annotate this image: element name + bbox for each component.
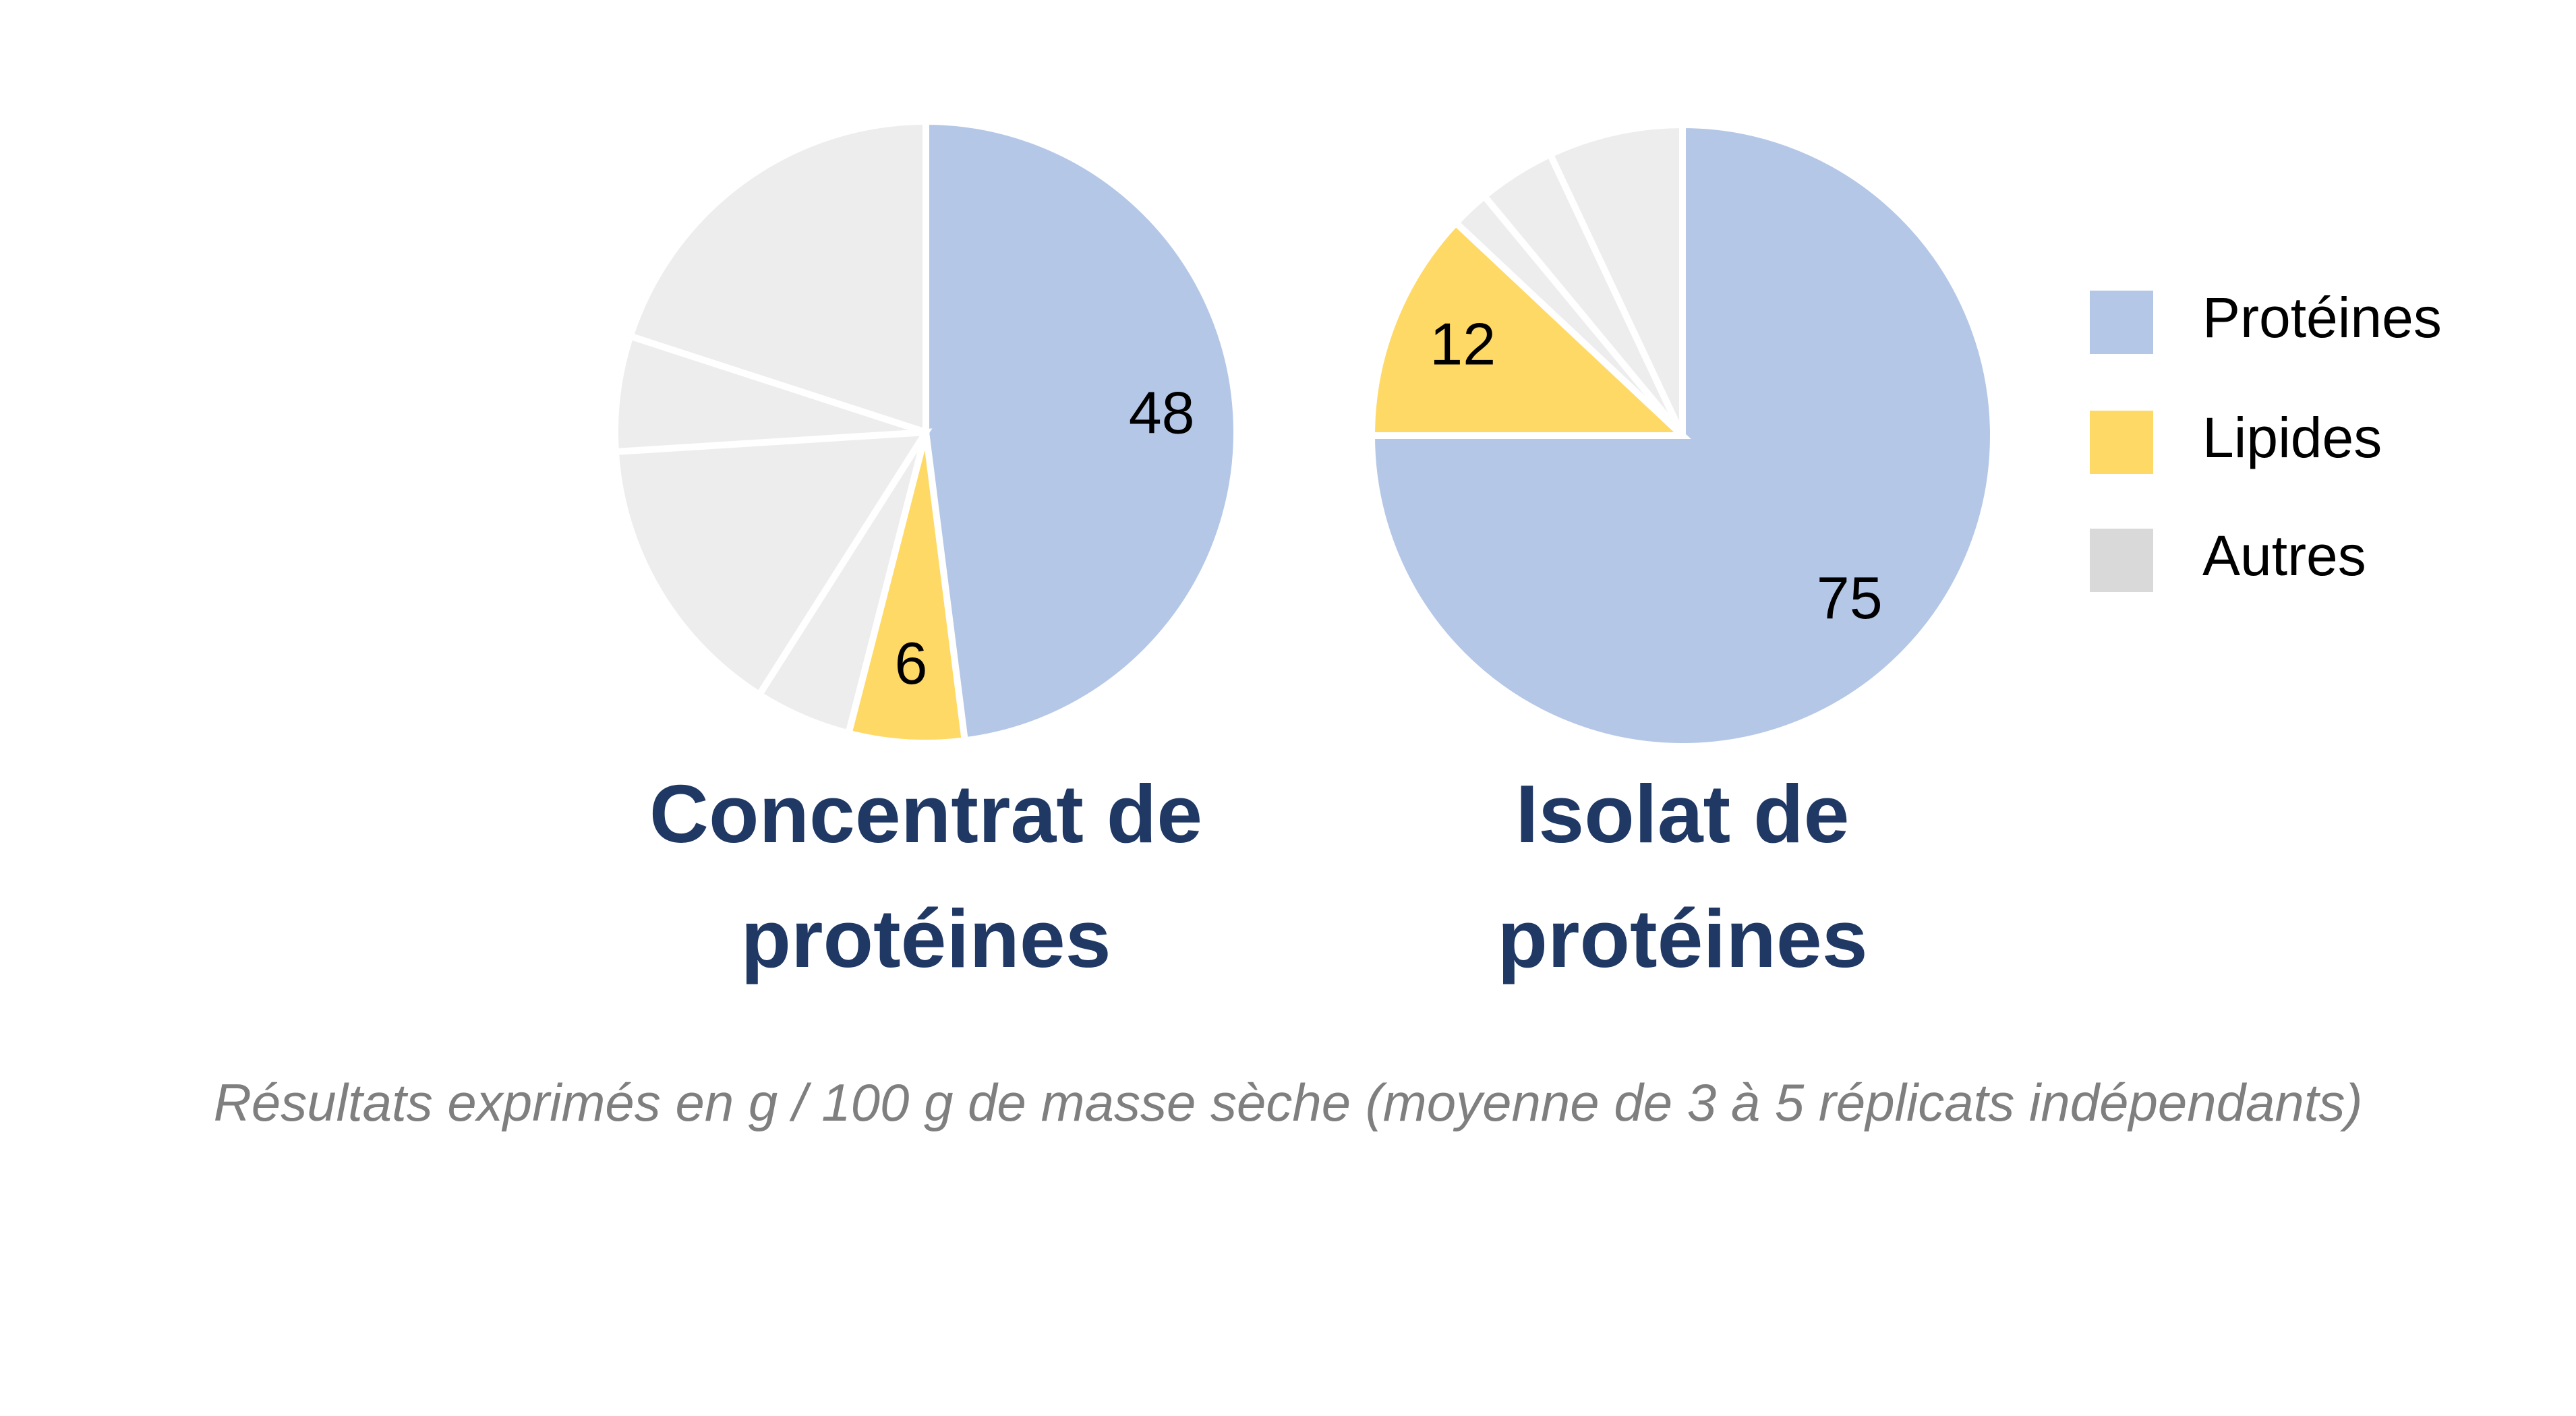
pie-slice bbox=[1368, 218, 1691, 439]
legend-label: Lipides bbox=[2202, 406, 2382, 469]
data-label: 6 bbox=[895, 630, 928, 697]
data-label: 12 bbox=[1430, 310, 1496, 377]
pie-slice bbox=[1368, 121, 1997, 750]
legend-label: Autres bbox=[2202, 524, 2366, 587]
data-label: 75 bbox=[1817, 564, 1883, 631]
pie-title: Isolat de protéines bbox=[1497, 768, 1868, 984]
pie-slice bbox=[612, 428, 933, 700]
legend-label: Protéines bbox=[2202, 286, 2442, 349]
pie-slice bbox=[844, 431, 969, 746]
pie-slice bbox=[612, 332, 927, 456]
data-label: 48 bbox=[1129, 379, 1195, 446]
note: Résultats exprimés en g / 100 g de masse… bbox=[213, 1073, 2363, 1132]
pie-slice bbox=[626, 117, 929, 437]
legend-swatch bbox=[2090, 529, 2153, 592]
pie-slice bbox=[1546, 121, 1686, 438]
pie-title: Concentrat de protéines bbox=[649, 768, 1203, 984]
pie-slice bbox=[923, 117, 1240, 744]
legend-swatch bbox=[2090, 411, 2153, 474]
legend-swatch bbox=[2090, 291, 2153, 354]
